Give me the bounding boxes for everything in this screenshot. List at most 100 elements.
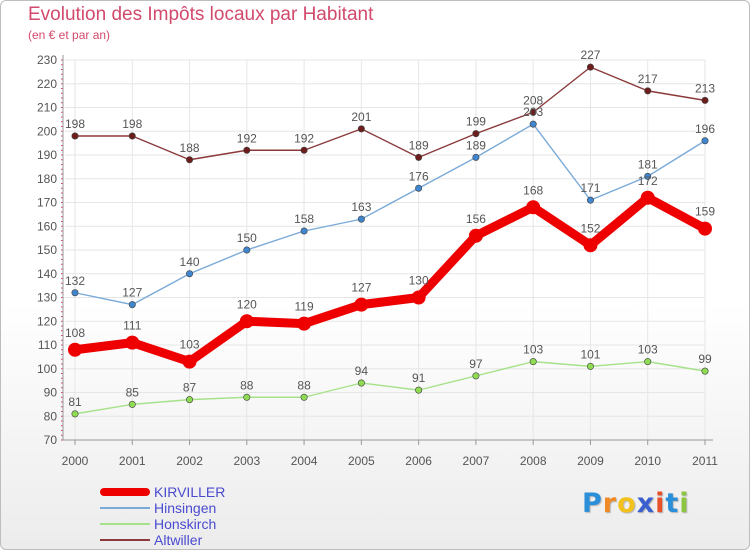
- legend-label-altwiller: Altwiller: [154, 532, 203, 548]
- point-altwiller-2001: [128, 132, 136, 140]
- legend-item-honskirch[interactable]: Honskirch: [100, 516, 300, 532]
- legend-swatch-hinsingen: [100, 507, 150, 509]
- data-label-altwiller-2004: 192: [294, 131, 314, 145]
- y-tick-label-130: 130: [37, 291, 57, 305]
- point-altwiller-2006: [415, 153, 423, 161]
- point-altwiller-2005: [357, 125, 365, 133]
- point-honskirch-2002: [186, 396, 194, 404]
- legend-item-hinsingen[interactable]: Hinsingen: [100, 500, 300, 516]
- x-tick-label-2010: 2010: [634, 454, 661, 468]
- point-kirviller-2001: [125, 335, 140, 350]
- y-tick-label-210: 210: [37, 101, 57, 115]
- y-tick-label-220: 220: [37, 77, 57, 91]
- point-altwiller-2008: [529, 108, 537, 116]
- data-label-hinsingen-2007: 189: [466, 138, 486, 152]
- data-label-altwiller-2003: 192: [237, 131, 257, 145]
- point-honskirch-2007: [472, 372, 480, 380]
- data-label-hinsingen-2010: 181: [638, 157, 658, 171]
- legend-item-kirviller[interactable]: KIRVILLER: [100, 484, 300, 500]
- series-line-kirviller: [70, 193, 710, 367]
- data-label-kirviller-2005: 127: [351, 281, 371, 295]
- point-hinsingen-2009: [586, 196, 594, 204]
- point-kirviller-2002: [182, 354, 197, 369]
- y-tick-label-90: 90: [44, 386, 58, 400]
- y-tick-label-70: 70: [44, 433, 58, 447]
- point-hinsingen-2000: [71, 289, 79, 297]
- point-altwiller-2011: [701, 96, 709, 104]
- logo-letter: r: [602, 488, 618, 519]
- data-label-kirviller-2000: 108: [65, 326, 85, 340]
- data-label-kirviller-2002: 103: [180, 338, 200, 352]
- legend-item-altwiller[interactable]: Altwiller: [100, 532, 300, 548]
- point-hinsingen-2002: [186, 270, 194, 278]
- data-label-kirviller-2009: 152: [580, 221, 600, 235]
- point-altwiller-2007: [472, 130, 480, 138]
- point-honskirch-2011: [701, 367, 709, 375]
- logo-letter: t: [665, 488, 680, 519]
- x-tick-label-2005: 2005: [348, 454, 375, 468]
- y-tick-label-80: 80: [44, 409, 58, 423]
- y-tick-label-100: 100: [37, 362, 57, 376]
- logo-letter: i: [679, 488, 690, 519]
- data-label-altwiller-2002: 188: [180, 141, 200, 155]
- point-kirviller-2003: [239, 314, 254, 329]
- point-kirviller-2009: [583, 238, 598, 253]
- point-hinsingen-2010: [644, 172, 652, 180]
- point-hinsingen-2011: [701, 137, 709, 145]
- x-tick-label-2009: 2009: [577, 454, 604, 468]
- proxiti-logo: Proxiti: [582, 488, 690, 519]
- data-label-kirviller-2006: 130: [409, 274, 429, 288]
- point-honskirch-2004: [300, 393, 308, 401]
- point-honskirch-2009: [586, 362, 594, 370]
- point-kirviller-2005: [354, 297, 369, 312]
- y-tick-label-120: 120: [37, 314, 57, 328]
- data-label-honskirch-2008: 103: [523, 343, 543, 357]
- point-altwiller-2009: [586, 63, 594, 71]
- y-tick-label-230: 230: [37, 53, 57, 67]
- x-tick-label-2000: 2000: [62, 454, 89, 468]
- data-label-honskirch-2011: 99: [698, 352, 712, 366]
- axes: 7080901001101201301401501601701801902002…: [37, 53, 718, 468]
- point-altwiller-2010: [644, 87, 652, 95]
- data-label-hinsingen-2009: 171: [580, 181, 600, 195]
- y-tick-label-170: 170: [37, 196, 57, 210]
- legend: KIRVILLER Hinsingen Honskirch Altwiller: [100, 484, 300, 548]
- data-label-kirviller-2008: 168: [523, 183, 543, 197]
- y-tick-label-140: 140: [37, 267, 57, 281]
- data-label-kirviller-2010: 172: [638, 174, 658, 188]
- series-line-altwiller: [74, 66, 706, 161]
- point-honskirch-2000: [71, 410, 79, 418]
- legend-label-honskirch: Honskirch: [154, 516, 217, 532]
- data-label-honskirch-2002: 87: [183, 381, 197, 395]
- grid-lines: [65, 59, 706, 441]
- x-tick-label-2003: 2003: [233, 454, 260, 468]
- data-label-hinsingen-2002: 140: [180, 255, 200, 269]
- y-tick-label-160: 160: [37, 219, 57, 233]
- point-honskirch-2003: [243, 393, 251, 401]
- logo-letter: x: [636, 488, 656, 519]
- data-label-kirviller-2011: 159: [695, 205, 715, 219]
- point-hinsingen-2001: [128, 301, 136, 309]
- y-tick-label-180: 180: [37, 172, 57, 186]
- legend-swatch-honskirch: [100, 523, 150, 525]
- data-label-kirviller-2004: 119: [295, 300, 314, 314]
- data-label-honskirch-2006: 91: [412, 371, 426, 385]
- point-kirviller-2011: [698, 221, 712, 236]
- data-label-honskirch-2005: 94: [355, 364, 369, 378]
- series-line-honskirch: [74, 360, 706, 415]
- point-altwiller-2000: [71, 132, 79, 140]
- data-label-altwiller-2001: 198: [122, 117, 142, 131]
- data-label-kirviller-2001: 111: [123, 319, 142, 333]
- point-kirviller-2010: [640, 190, 655, 205]
- line-chart: 7080901001101201301401501601701801902002…: [37, 48, 718, 468]
- chart-subtitle: (en € et par an): [28, 28, 111, 42]
- point-altwiller-2003: [243, 146, 251, 154]
- series-line-hinsingen: [74, 123, 706, 306]
- data-label-kirviller-2007: 156: [466, 212, 486, 226]
- point-honskirch-2005: [357, 379, 365, 387]
- data-label-hinsingen-2004: 158: [294, 212, 314, 226]
- point-hinsingen-2008: [529, 120, 537, 128]
- point-kirviller-2008: [526, 200, 541, 215]
- x-tick-label-2006: 2006: [405, 454, 432, 468]
